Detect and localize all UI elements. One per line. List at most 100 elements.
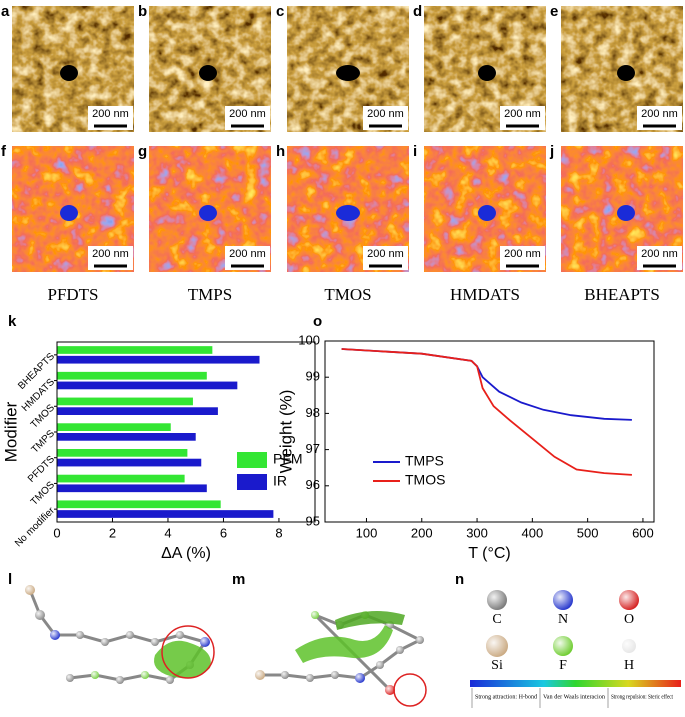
bond <box>389 623 421 642</box>
x-tick-label: 4 <box>164 525 171 540</box>
panel-letter: j <box>549 143 554 160</box>
bond <box>379 648 401 667</box>
panel-letter: d <box>413 3 422 20</box>
y-tick-label: 97 <box>306 441 320 456</box>
y-tick-label: 96 <box>306 477 320 492</box>
scale-bar-label: 200 nm <box>229 248 266 260</box>
panel-letter: i <box>413 143 417 160</box>
y-axis-label: Weight (%) <box>276 390 295 474</box>
panel-letter: m <box>232 571 245 588</box>
scale-bar-label: 200 nm <box>367 108 404 120</box>
panel-letter: o <box>313 313 322 330</box>
atom-shine <box>486 635 508 657</box>
atom-shine <box>331 671 339 679</box>
color-scale <box>470 680 681 687</box>
atom-shine <box>376 661 384 669</box>
atom-shine <box>306 674 314 682</box>
panel-letter: f <box>1 143 7 160</box>
atom-shine <box>76 631 84 639</box>
bar <box>57 381 238 390</box>
atom-label: F <box>559 658 567 673</box>
atom-shine <box>553 590 573 610</box>
y-tick-label: PFDTS <box>26 454 57 485</box>
highlight-ring <box>161 625 215 679</box>
atom-shine <box>166 676 174 684</box>
defect-spot <box>336 205 360 221</box>
bar <box>57 500 221 509</box>
atom-shine <box>91 671 99 679</box>
bond <box>79 633 106 644</box>
scale-bar-label: 200 nm <box>504 108 541 120</box>
defect-spot <box>617 65 635 81</box>
atom-shine <box>311 611 319 619</box>
panel-letter: a <box>1 3 10 20</box>
bond <box>69 673 96 680</box>
bar <box>57 484 207 493</box>
modifier-label: BHEAPTS <box>584 285 660 304</box>
modifier-label: HMDATS <box>450 285 520 304</box>
bond <box>119 673 146 682</box>
scale-label: Van der Waals interacion <box>543 693 606 700</box>
line-series <box>341 348 632 421</box>
atom-shine <box>200 637 210 647</box>
y-axis-label: Modifier <box>1 401 20 462</box>
x-axis-label: ΔA (%) <box>161 545 211 562</box>
bar <box>57 371 207 380</box>
x-axis-label: T (°C) <box>468 545 511 562</box>
scale-bar-label: 200 nm <box>367 248 404 260</box>
atom-shine <box>396 646 404 654</box>
plot-frame <box>324 340 655 523</box>
y-tick-label: TMPS <box>30 428 58 456</box>
x-tick-label: 6 <box>220 525 227 540</box>
highlight-ring <box>393 673 427 707</box>
atom-label: N <box>558 612 568 627</box>
scale-label: Strong repulsion: Steric effect <box>611 693 673 700</box>
atom-shine <box>619 590 639 610</box>
defect-spot <box>60 65 78 81</box>
x-tick-label: 500 <box>577 525 599 540</box>
atom-shine <box>50 630 60 640</box>
bar <box>57 433 196 441</box>
panel-letter: g <box>138 143 147 160</box>
panel-letter: e <box>550 3 558 20</box>
x-tick-label: 2 <box>109 525 116 540</box>
atom-label: C <box>492 612 501 627</box>
defect-spot <box>478 205 496 221</box>
atom-shine <box>126 631 134 639</box>
bar <box>57 458 202 467</box>
atom-shine <box>35 610 45 620</box>
legend-label: TMOS <box>405 472 445 488</box>
atom-shine <box>487 590 507 610</box>
defect-spot <box>199 205 217 221</box>
scale-bar-label: 200 nm <box>641 108 678 120</box>
bond <box>154 633 181 644</box>
bar <box>57 355 260 364</box>
defect-spot <box>199 65 217 81</box>
x-tick-label: 400 <box>522 525 544 540</box>
scale-bar-label: 200 nm <box>504 248 541 260</box>
atom-shine <box>151 638 159 646</box>
panel-letter: b <box>138 3 147 20</box>
atom-shine <box>385 685 395 695</box>
defect-spot <box>478 65 496 81</box>
plot-frame <box>56 341 316 523</box>
atom-shine <box>255 670 265 680</box>
bar <box>57 407 218 415</box>
bar <box>57 510 274 518</box>
scale-bar-label: 200 nm <box>229 108 266 120</box>
panel-letter: k <box>8 313 17 330</box>
atom-shine <box>116 676 124 684</box>
panel-letter: c <box>276 3 284 20</box>
atom-shine <box>25 585 35 595</box>
bar <box>57 346 213 354</box>
atom-shine <box>281 671 289 679</box>
line-series <box>341 348 632 476</box>
scale-bar-label: 200 nm <box>92 248 129 260</box>
y-tick-label: 99 <box>306 369 320 384</box>
x-tick-label: 200 <box>411 525 433 540</box>
scale-bar-label: 200 nm <box>92 108 129 120</box>
atom-label: Si <box>491 658 503 673</box>
defect-spot <box>617 205 635 221</box>
legend-swatch <box>237 452 267 468</box>
modifier-label: TMOS <box>324 285 371 304</box>
